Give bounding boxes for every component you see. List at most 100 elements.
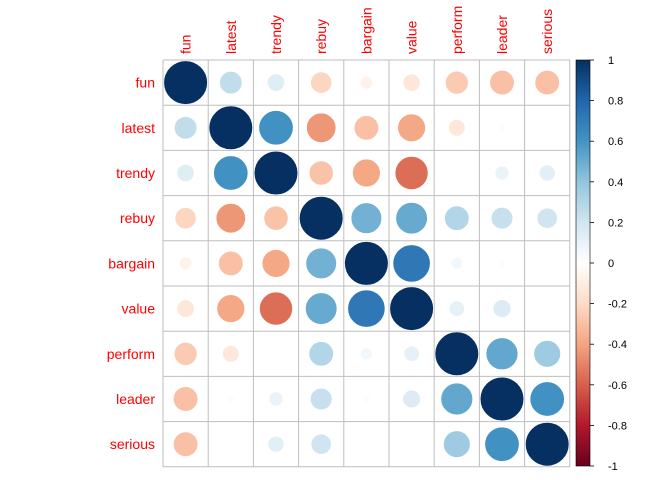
corr-circle-serious-serious [525,422,569,466]
corr-circle-value-trendy [259,292,293,325]
col-label-fun: fun [178,35,194,54]
corr-circle-perform-value [404,346,419,362]
corr-circle-perform-serious [534,340,561,367]
circle-layer [164,61,569,466]
corr-circle-rebuy-perform [444,206,469,231]
row-label-leader: leader [116,391,155,407]
corr-circle-serious-trendy [268,436,284,452]
grid-layer [162,59,571,468]
col-label-bargain: bargain [358,7,374,54]
corr-circle-bargain-value [393,245,430,282]
colorbar-tick-label: -0.6 [608,380,627,392]
corr-circle-rebuy-latest [216,203,246,233]
col-label-latest: latest [223,20,239,54]
colorbar-tick-label: 0.6 [608,136,623,148]
corr-circle-rebuy-trendy [264,206,288,230]
corr-circle-bargain-fun [179,257,192,270]
corr-circle-bargain-rebuy [306,248,337,279]
corr-circle-fun-latest [219,71,242,94]
row-label-serious: serious [110,436,155,452]
colorbar-tick-label: -1 [608,461,618,473]
corr-circle-rebuy-fun [175,207,196,229]
corr-circle-value-perform [449,301,465,316]
corr-circle-fun-rebuy [310,72,332,93]
corr-circle-latest-bargain [354,115,379,140]
corr-circle-perform-bargain [360,348,372,360]
col-label-trendy: trendy [268,15,284,54]
corr-circle-latest-trendy [259,110,293,145]
colorbar-tick-label: 0.8 [608,96,623,108]
corr-circle-fun-value [403,74,420,91]
colorbar-tick-label: -0.2 [608,299,627,311]
corr-circle-rebuy-rebuy [299,196,343,240]
corr-circle-leader-value [403,390,421,408]
colorbar-tick-label: -0.4 [608,339,627,351]
colorbar-tick-label: 1 [608,55,614,67]
corr-circle-fun-trendy [267,74,285,91]
corr-circle-rebuy-serious [537,208,558,229]
corr-circle-value-rebuy [305,293,337,325]
col-label-value: value [404,20,420,54]
row-label-latest: latest [122,120,156,136]
corr-circle-value-latest [217,295,245,323]
colorbar-tick-label: 0 [608,258,614,270]
corr-circle-rebuy-bargain [351,203,382,234]
corr-circle-serious-fun [173,432,198,457]
row-label-bargain: bargain [108,255,155,271]
colorbar: 1 0.8 0.6 0.4 0.2 0 -0.2 -0.4 -0.6 -0.8 -1 [575,55,627,473]
corr-circle-leader-perform [441,383,473,415]
corr-circle-leader-bargain [363,395,370,403]
row-label-trendy: trendy [116,165,155,181]
corr-circle-bargain-perform [451,257,463,269]
corr-circle-rebuy-leader [491,207,513,229]
corr-circle-trendy-latest [213,156,248,190]
corr-circle-leader-rebuy [310,388,332,410]
row-label-perform: perform [107,346,155,362]
corr-circle-latest-leader [498,124,506,132]
corr-circle-latest-fun [174,116,197,139]
corr-circle-fun-bargain [360,76,373,89]
colorbar-gradient [575,59,591,467]
row-label-fun: fun [136,75,155,91]
corr-circle-trendy-value [395,156,428,190]
corr-circle-perform-leader [486,338,518,370]
corr-circle-perform-perform [435,332,479,376]
corr-circle-leader-fun [173,387,198,411]
corr-circle-serious-perform [443,431,470,458]
corr-circle-leader-leader [480,377,524,421]
corr-circle-leader-serious [530,382,565,416]
corr-circle-serious-leader [485,427,519,462]
row-label-value: value [122,301,156,317]
col-label-leader: leader [494,15,510,54]
corr-circle-rebuy-value [396,202,428,234]
col-label-perform: perform [449,6,465,54]
corr-circle-perform-latest [222,345,239,362]
corr-circle-latest-perform [448,119,465,136]
corr-circle-trendy-fun [177,164,194,182]
colorbar-tick-label: -0.8 [608,420,627,432]
corr-circle-serious-rebuy [311,434,332,455]
corr-circle-latest-latest [209,106,253,150]
corr-circle-trendy-rebuy [309,161,333,185]
corr-circle-latest-rebuy [306,113,336,143]
corr-circle-value-bargain [348,290,385,327]
col-label-serious: serious [539,9,555,54]
corr-circle-bargain-latest [218,251,243,276]
corr-circle-fun-perform [445,71,468,94]
corr-circle-fun-leader [490,70,514,95]
corr-circle-trendy-bargain [352,159,380,187]
corr-circle-perform-fun [174,342,197,365]
corr-circle-bargain-bargain [344,241,388,285]
label-layer: fun latest trendy rebuy bargain value perform l… [107,6,555,452]
corr-circle-leader-latest [227,395,235,403]
corr-circle-fun-serious [535,70,560,95]
corr-circle-latest-value [398,114,426,142]
colorbar-tick-label: 0.4 [608,177,623,189]
row-label-rebuy: rebuy [120,210,155,226]
corr-circle-perform-rebuy [309,341,334,366]
corr-circle-trendy-trendy [254,151,298,195]
col-label-rebuy: rebuy [313,19,329,54]
corr-circle-value-leader [493,300,511,318]
colorbar-tick-label: 0.2 [608,217,623,229]
